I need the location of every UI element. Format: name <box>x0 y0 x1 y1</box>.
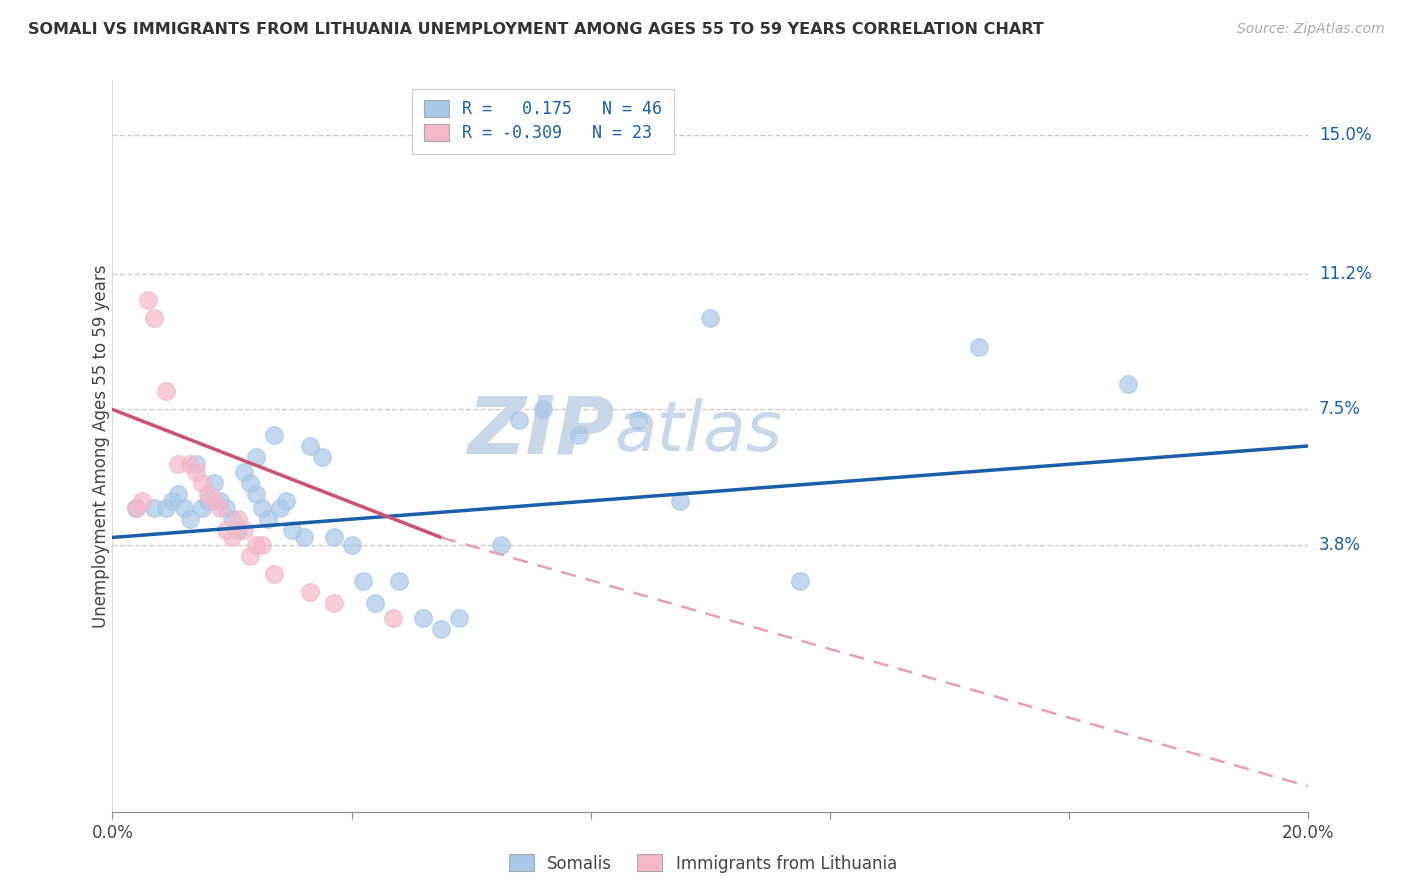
Point <box>191 501 214 516</box>
Point <box>173 501 195 516</box>
Point <box>125 501 148 516</box>
Point <box>179 457 201 471</box>
Point <box>263 428 285 442</box>
Point <box>669 493 692 508</box>
Point <box>1118 376 1140 391</box>
Point <box>298 585 321 599</box>
Point <box>167 457 190 471</box>
Point <box>239 549 262 563</box>
Point <box>155 501 177 516</box>
Text: SOMALI VS IMMIGRANTS FROM LITHUANIA UNEMPLOYMENT AMONG AGES 55 TO 59 YEARS CORRE: SOMALI VS IMMIGRANTS FROM LITHUANIA UNEM… <box>28 22 1043 37</box>
Point <box>131 493 153 508</box>
Point <box>202 475 225 490</box>
Legend: R =   0.175   N = 46, R = -0.309   N = 23: R = 0.175 N = 46, R = -0.309 N = 23 <box>412 88 673 154</box>
Point <box>138 293 160 307</box>
Point <box>186 457 208 471</box>
Point <box>269 501 291 516</box>
Point <box>292 530 315 544</box>
Point <box>274 493 297 508</box>
Text: ZIP: ZIP <box>467 392 614 470</box>
Point <box>430 622 453 636</box>
Text: 7.5%: 7.5% <box>1319 401 1361 418</box>
Text: 3.8%: 3.8% <box>1319 536 1361 554</box>
Point <box>143 310 166 325</box>
Point <box>215 523 238 537</box>
Text: atlas: atlas <box>614 398 782 465</box>
Text: 11.2%: 11.2% <box>1319 265 1371 283</box>
Point <box>508 413 530 427</box>
Point <box>699 310 721 325</box>
Point <box>162 493 183 508</box>
Point <box>263 567 285 582</box>
Point <box>155 384 177 399</box>
Point <box>388 574 411 589</box>
Point <box>221 512 243 526</box>
Point <box>179 512 201 526</box>
Point <box>352 574 374 589</box>
Point <box>245 538 267 552</box>
Point <box>322 530 344 544</box>
Point <box>226 512 249 526</box>
Point <box>125 501 148 516</box>
Point <box>208 493 231 508</box>
Point <box>197 493 219 508</box>
Point <box>239 475 262 490</box>
Point <box>245 450 267 464</box>
Point <box>245 486 267 500</box>
Y-axis label: Unemployment Among Ages 55 to 59 years: Unemployment Among Ages 55 to 59 years <box>93 264 110 628</box>
Point <box>340 538 363 552</box>
Legend: Somalis, Immigrants from Lithuania: Somalis, Immigrants from Lithuania <box>502 847 904 880</box>
Point <box>531 402 554 417</box>
Point <box>250 538 273 552</box>
Point <box>232 465 256 479</box>
Text: Source: ZipAtlas.com: Source: ZipAtlas.com <box>1237 22 1385 37</box>
Point <box>191 475 214 490</box>
Point <box>281 523 304 537</box>
Point <box>197 486 219 500</box>
Point <box>298 439 321 453</box>
Point <box>143 501 166 516</box>
Point <box>447 611 470 625</box>
Point <box>167 486 190 500</box>
Point <box>627 413 650 427</box>
Point <box>257 512 280 526</box>
Text: 15.0%: 15.0% <box>1319 126 1371 145</box>
Point <box>322 596 344 610</box>
Point <box>226 523 249 537</box>
Point <box>967 340 990 354</box>
Point <box>186 465 208 479</box>
Point <box>232 523 256 537</box>
Point <box>412 611 434 625</box>
Point <box>382 611 405 625</box>
Point <box>208 501 231 516</box>
Point <box>250 501 273 516</box>
Point <box>364 596 387 610</box>
Point <box>221 530 243 544</box>
Point <box>567 428 591 442</box>
Point <box>202 493 225 508</box>
Point <box>489 538 512 552</box>
Point <box>215 501 238 516</box>
Point <box>311 450 333 464</box>
Point <box>789 574 811 589</box>
